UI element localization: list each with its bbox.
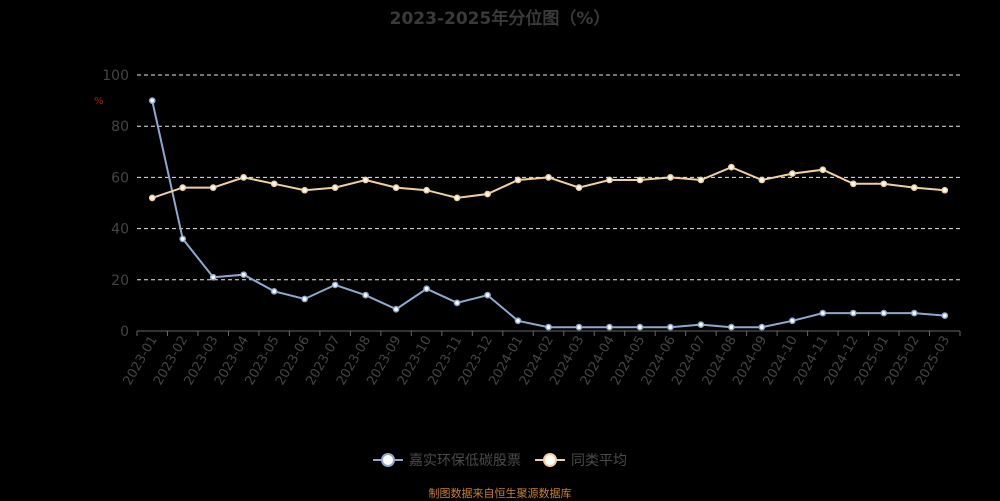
- series-point-0: [849, 309, 857, 317]
- series-point-1: [606, 176, 613, 184]
- series-point-0: [179, 235, 187, 243]
- axes: 020406080100%2023-012023-022023-032023-0…: [94, 68, 961, 388]
- legend-item-1[interactable]: 同类平均: [535, 450, 627, 470]
- y-tick-label: 40: [111, 222, 129, 238]
- series-point-0: [209, 273, 217, 281]
- series-point-0: [575, 323, 583, 331]
- y-tick-label: 80: [111, 119, 129, 135]
- series-point-1: [941, 186, 949, 194]
- series-point-0: [453, 299, 461, 307]
- series-point-0: [667, 323, 674, 331]
- series-point-1: [179, 184, 187, 191]
- chart-title: 2023-2025年分位图（%）: [389, 9, 611, 29]
- legend: 嘉实环保低碳股票 同类平均: [0, 450, 1000, 470]
- series-point-0: [148, 97, 156, 104]
- series-point-1: [849, 180, 857, 188]
- series-point-1: [880, 180, 888, 188]
- legend-label: 同类平均: [571, 453, 627, 469]
- source-note: 制图数据来自恒生聚源数据库: [428, 487, 572, 500]
- y-tick-label: 100: [102, 68, 129, 84]
- series-point-0: [880, 309, 888, 317]
- series-point-1: [636, 176, 644, 184]
- series-point-0: [484, 291, 491, 299]
- series-point-0: [514, 317, 522, 325]
- series-point-0: [697, 321, 705, 328]
- series-point-1: [697, 176, 705, 184]
- series-point-1: [148, 194, 156, 202]
- series-point-1: [270, 180, 278, 188]
- y-tick-label: 0: [120, 324, 129, 340]
- series-point-1: [667, 174, 674, 181]
- legend-label: 嘉实环保低碳股票: [409, 453, 521, 469]
- series-lines: [148, 97, 949, 331]
- series-point-1: [728, 163, 735, 171]
- series-point-1: [240, 174, 248, 181]
- series-point-1: [819, 166, 827, 174]
- series-point-1: [423, 186, 430, 194]
- series-point-0: [758, 323, 766, 331]
- series-point-1: [362, 176, 369, 184]
- series-point-1: [209, 184, 217, 191]
- series-point-1: [453, 194, 461, 202]
- series-point-1: [392, 184, 400, 191]
- series-point-0: [331, 281, 339, 289]
- series-point-0: [545, 323, 552, 331]
- series-point-1: [789, 170, 796, 177]
- series-point-0: [392, 305, 400, 313]
- series-point-1: [910, 184, 918, 191]
- series-point-1: [758, 176, 766, 184]
- series-point-0: [240, 271, 248, 279]
- legend-marker-icon: [535, 453, 565, 467]
- series-point-0: [941, 312, 949, 319]
- series-point-0: [606, 323, 613, 331]
- series-point-1: [331, 184, 339, 191]
- series-point-1: [484, 190, 491, 198]
- series-line-0: [151, 100, 945, 329]
- y-axis-label: %: [94, 96, 104, 107]
- series-point-0: [301, 295, 308, 303]
- legend-marker-icon: [373, 453, 403, 467]
- series-point-1: [545, 174, 552, 181]
- y-tick-label: 60: [111, 170, 129, 186]
- series-point-0: [270, 287, 278, 295]
- series-point-0: [819, 309, 827, 317]
- series-point-1: [575, 184, 583, 191]
- series-point-0: [423, 285, 430, 293]
- series-point-0: [362, 291, 369, 299]
- series-point-0: [789, 317, 796, 325]
- series-point-1: [301, 186, 308, 194]
- y-tick-label: 20: [111, 273, 129, 289]
- series-point-1: [514, 176, 522, 184]
- legend-item-0[interactable]: 嘉实环保低碳股票: [373, 450, 521, 470]
- series-point-0: [910, 309, 918, 317]
- series-point-0: [636, 323, 644, 331]
- series-point-0: [728, 323, 735, 331]
